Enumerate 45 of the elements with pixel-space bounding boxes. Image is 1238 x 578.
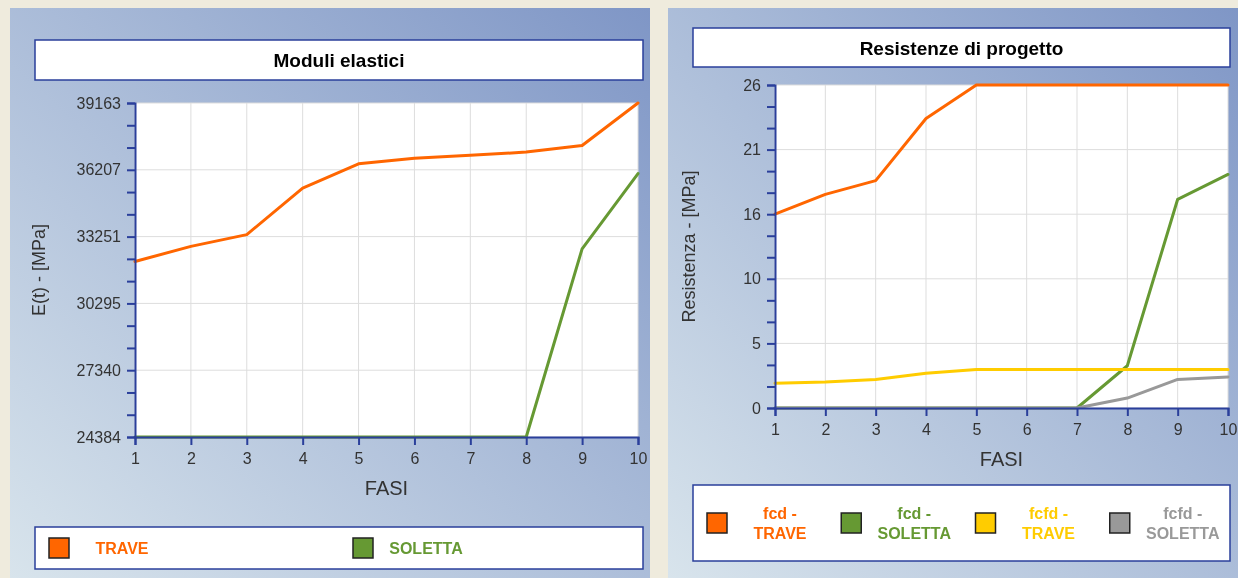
x-tick-label: 7 xyxy=(466,450,476,468)
y-tick-label: 27340 xyxy=(76,361,122,379)
x-tick-label: 1 xyxy=(131,450,141,468)
x-tick-label: 2 xyxy=(821,421,831,439)
chart-title: Resistenze di progetto xyxy=(859,37,1064,59)
x-tick-label: 6 xyxy=(410,450,420,468)
x-tick-label: 7 xyxy=(1073,421,1083,439)
x-tick-label: 2 xyxy=(186,450,196,468)
x-tick-label: 9 xyxy=(1173,421,1183,439)
y-tick-label: 5 xyxy=(752,335,762,353)
x-tick-label: 5 xyxy=(972,421,982,439)
y-axis-title: E(t) - [MPa] xyxy=(29,223,49,317)
legend-label: TRAVE xyxy=(95,540,149,557)
legend-label: fcfd - SOLETTA xyxy=(1146,505,1220,542)
y-axis-title: Resistenza - [MPa] xyxy=(679,170,699,323)
legend-label: SOLETTA xyxy=(389,540,464,557)
x-tick-label: 1 xyxy=(771,421,781,439)
x-tick-label: 8 xyxy=(1123,421,1133,439)
x-tick-label: 5 xyxy=(354,450,364,468)
chart-title: Moduli elastici xyxy=(273,50,405,71)
legend-label: fcd - SOLETTA xyxy=(877,505,952,542)
x-tick-label: 10 xyxy=(1219,421,1238,439)
y-tick-label: 24384 xyxy=(76,428,122,446)
y-tick-label: 21 xyxy=(743,141,762,159)
y-tick-label: 16 xyxy=(743,205,762,223)
x-tick-label: 10 xyxy=(629,450,648,468)
x-tick-label: 8 xyxy=(522,450,532,468)
y-tick-label: 39163 xyxy=(76,94,122,112)
x-tick-label: 4 xyxy=(922,421,932,439)
x-tick-label: 6 xyxy=(1022,421,1032,439)
y-tick-label: 0 xyxy=(752,399,762,417)
y-tick-label: 10 xyxy=(743,270,762,288)
x-axis-title: FASI xyxy=(979,448,1024,470)
legend-label: fcd - TRAVE xyxy=(753,505,807,542)
x-tick-label: 3 xyxy=(242,450,252,468)
x-axis-title: FASI xyxy=(364,477,409,499)
x-tick-label: 4 xyxy=(298,450,308,468)
x-tick-label: 3 xyxy=(871,421,881,439)
legend-label: fcfd - TRAVE xyxy=(1021,505,1076,542)
y-tick-label: 26 xyxy=(743,76,762,94)
line-series xyxy=(773,367,1230,385)
y-tick-label: 30295 xyxy=(76,295,122,313)
y-tick-label: 36207 xyxy=(76,161,122,179)
y-tick-label: 33251 xyxy=(76,228,122,246)
x-tick-label: 9 xyxy=(578,450,588,468)
